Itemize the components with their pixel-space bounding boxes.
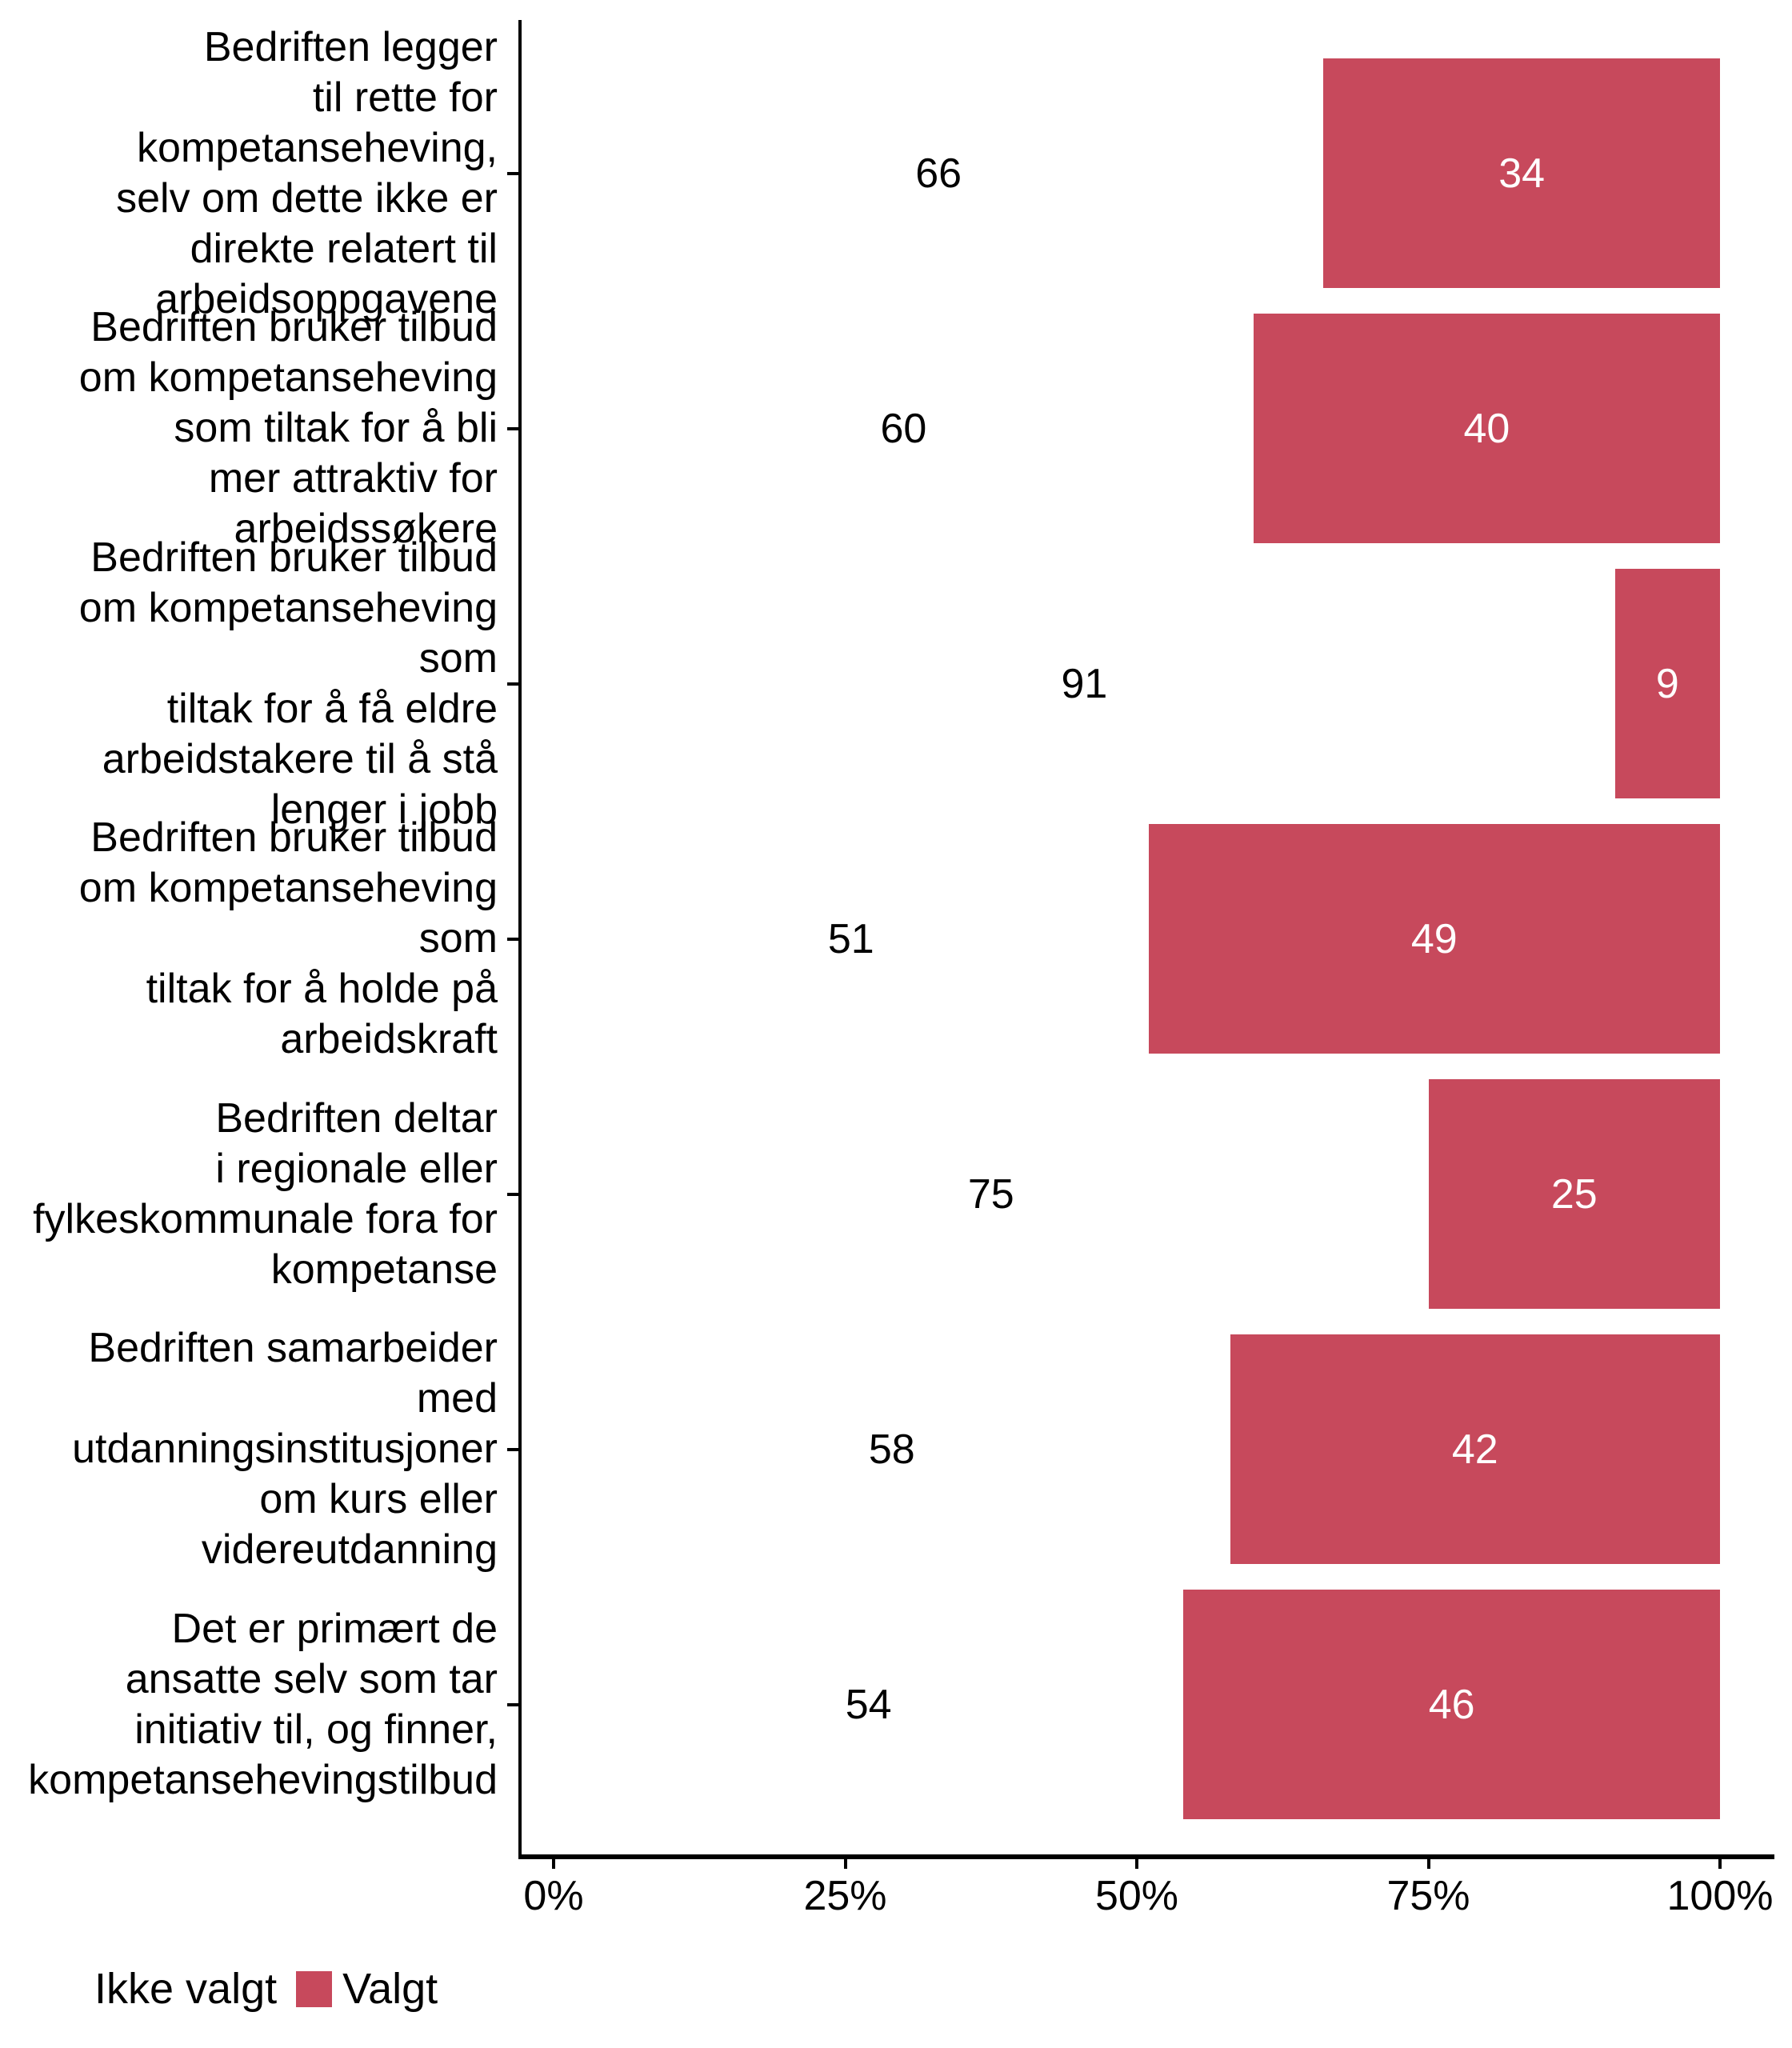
axis-gap [498, 1334, 554, 1564]
bar-row: Bedriften bruker tilbud om kompetansehev… [0, 304, 1792, 552]
y-axis-tick [507, 1447, 518, 1451]
x-axis-tick-label: 0% [523, 1873, 584, 1919]
axis-gap [498, 824, 554, 1054]
bar-row: Bedriften bruker tilbud om kompetansehev… [0, 534, 1792, 833]
bar-track: 54 46 [554, 1590, 1720, 1819]
value-label-ikke-valgt: 51 [827, 915, 874, 962]
value-label-ikke-valgt: 60 [880, 405, 927, 452]
value-label-ikke-valgt: 66 [915, 150, 962, 197]
x-axis-tick [1135, 1859, 1138, 1869]
y-axis-tick [507, 682, 518, 686]
value-label-ikke-valgt: 91 [1061, 660, 1108, 707]
bar-track: 75 25 [554, 1079, 1720, 1309]
axis-gap [498, 314, 554, 543]
value-label-ikke-valgt: 58 [868, 1426, 915, 1473]
bar-row: Bedriften samarbeider med utdanningsinst… [0, 1325, 1792, 1573]
bar-track: 66 34 [554, 58, 1720, 288]
bar-segment-ikke-valgt: 75 [554, 1079, 1429, 1309]
legend-swatch-valgt [296, 1970, 333, 2007]
x-axis-tick [843, 1859, 847, 1869]
bar-track: 58 42 [554, 1334, 1720, 1564]
y-axis-line [518, 20, 522, 1859]
axis-gap [498, 569, 554, 798]
bar-row: Bedriften bruker tilbud om kompetansehev… [0, 814, 1792, 1062]
bar-segment-ikke-valgt: 66 [554, 58, 1324, 288]
x-axis-tick [552, 1859, 555, 1869]
bar-segment-valgt: 40 [1253, 314, 1720, 543]
bar-segment-valgt: 46 [1183, 1590, 1720, 1819]
y-axis-tick [507, 1192, 518, 1196]
legend: Ikke valgt Valgt [48, 1964, 438, 2014]
legend-swatch-ikke-valgt [48, 1970, 84, 2007]
y-axis-tick [507, 171, 518, 175]
x-axis-tick-label: 25% [803, 1873, 887, 1919]
axis-gap [498, 1590, 554, 1819]
bar-segment-valgt: 25 [1428, 1079, 1720, 1309]
category-label: Det er primært de ansatte selv som tar i… [28, 1605, 498, 1803]
x-axis-tick [1426, 1859, 1430, 1869]
bar-segment-ikke-valgt: 91 [554, 569, 1615, 798]
y-axis-tick [507, 426, 518, 430]
category-label: Bedriften samarbeider med utdanningsinst… [72, 1325, 498, 1573]
value-label-valgt: 34 [1498, 150, 1546, 197]
axis-gap [498, 58, 554, 288]
bar-row: Bedriften legger til rette for kompetans… [0, 24, 1792, 322]
bar-segment-valgt: 9 [1614, 569, 1720, 798]
value-label-valgt: 9 [1655, 660, 1679, 707]
axis-gap [498, 1079, 554, 1309]
bar-row: Det er primært de ansatte selv som tar i… [0, 1590, 1792, 1819]
bar-segment-ikke-valgt: 51 [554, 824, 1149, 1054]
bar-segment-ikke-valgt: 60 [554, 314, 1254, 543]
legend-label-valgt: Valgt [342, 1965, 438, 2013]
value-label-ikke-valgt: 75 [967, 1170, 1014, 1218]
bar-track: 60 40 [554, 314, 1720, 543]
value-label-ikke-valgt: 54 [845, 1681, 892, 1728]
bar-row: Bedriften deltar i regionale eller fylke… [0, 1079, 1792, 1309]
bar-rows: Bedriften legger til rette for kompetans… [0, 20, 1792, 1858]
value-label-valgt: 49 [1410, 915, 1458, 962]
category-label: Bedriften deltar i regionale eller fylke… [33, 1094, 498, 1293]
x-axis-tick-label: 50% [1094, 1873, 1179, 1919]
x-axis-line [518, 1854, 1774, 1859]
x-axis-tick-label: 75% [1386, 1873, 1470, 1919]
category-label: Bedriften bruker tilbud om kompetansehev… [78, 304, 498, 552]
bar-segment-valgt: 49 [1148, 824, 1720, 1054]
bar-segment-valgt: 34 [1323, 58, 1720, 288]
bar-segment-valgt: 42 [1230, 1334, 1720, 1564]
value-label-valgt: 42 [1451, 1426, 1498, 1473]
bar-segment-ikke-valgt: 54 [554, 1590, 1184, 1819]
bar-track: 51 49 [554, 824, 1720, 1054]
y-axis-tick [507, 1702, 518, 1706]
value-label-valgt: 40 [1463, 405, 1510, 452]
y-axis-tick [507, 937, 518, 941]
x-axis-tick-label: 100% [1666, 1873, 1774, 1919]
bar-segment-ikke-valgt: 58 [554, 1334, 1230, 1564]
category-label: Bedriften bruker tilbud om kompetansehev… [78, 534, 498, 833]
category-label: Bedriften legger til rette for kompetans… [116, 23, 498, 322]
value-label-valgt: 25 [1550, 1170, 1598, 1218]
legend-label-ikke-valgt: Ikke valgt [94, 1965, 278, 2013]
value-label-valgt: 46 [1428, 1681, 1475, 1728]
bar-track: 91 9 [554, 569, 1720, 798]
x-axis-tick [1718, 1859, 1722, 1869]
category-label: Bedriften bruker tilbud om kompetansehev… [78, 814, 498, 1062]
